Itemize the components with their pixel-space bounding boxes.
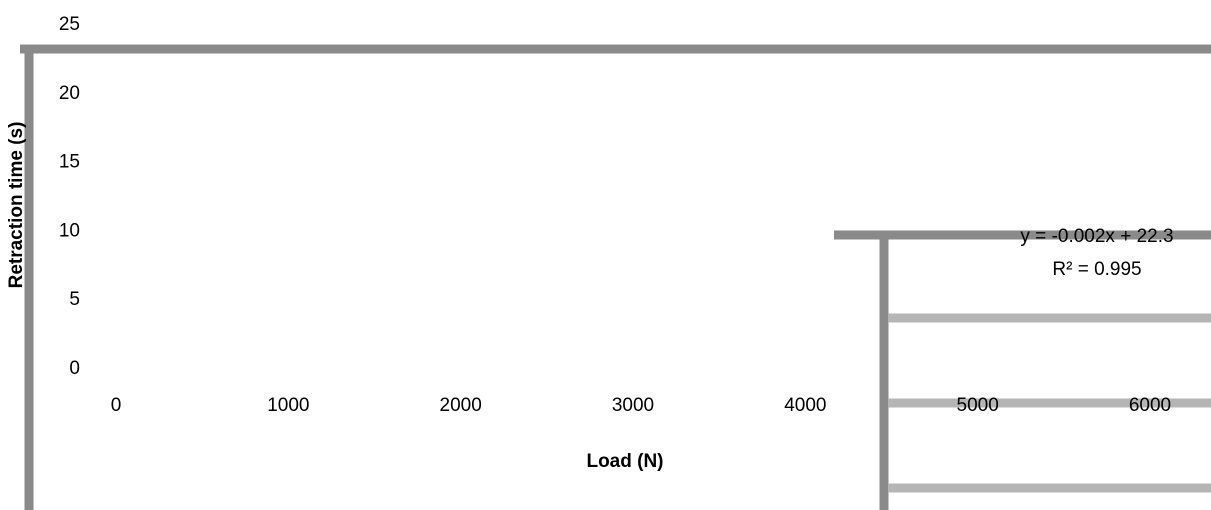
- x-tick-labels: 0 1000 2000 3000 4000 5000 6000: [111, 395, 1171, 416]
- y-axis-title: Retraction time (s): [6, 122, 27, 289]
- trendline-equation: y = -0.002x + 22.3: [1020, 226, 1173, 247]
- trendline-r-squared: R² = 0.995: [1052, 259, 1141, 280]
- chart-frame: [20, 44, 1211, 510]
- x-tick-label: 3000: [612, 395, 654, 416]
- x-tick-label: 5000: [957, 395, 999, 416]
- y-tick-label: 10: [59, 220, 80, 241]
- x-tick-label: 4000: [784, 395, 826, 416]
- y-tick-label: 5: [69, 289, 80, 310]
- x-tick-label: 1000: [267, 395, 309, 416]
- y-tick-label: 15: [59, 152, 80, 173]
- x-tick-label: 0: [111, 395, 122, 416]
- x-axis-title: Load (N): [586, 451, 663, 472]
- x-tick-label: 2000: [440, 395, 482, 416]
- y-tick-labels: 0 5 10 15 20 25: [59, 14, 80, 379]
- y-tick-label: 25: [59, 14, 80, 35]
- y-tick-label: 0: [69, 358, 80, 379]
- x-tick-label: 6000: [1129, 395, 1171, 416]
- y-tick-label: 20: [59, 83, 80, 104]
